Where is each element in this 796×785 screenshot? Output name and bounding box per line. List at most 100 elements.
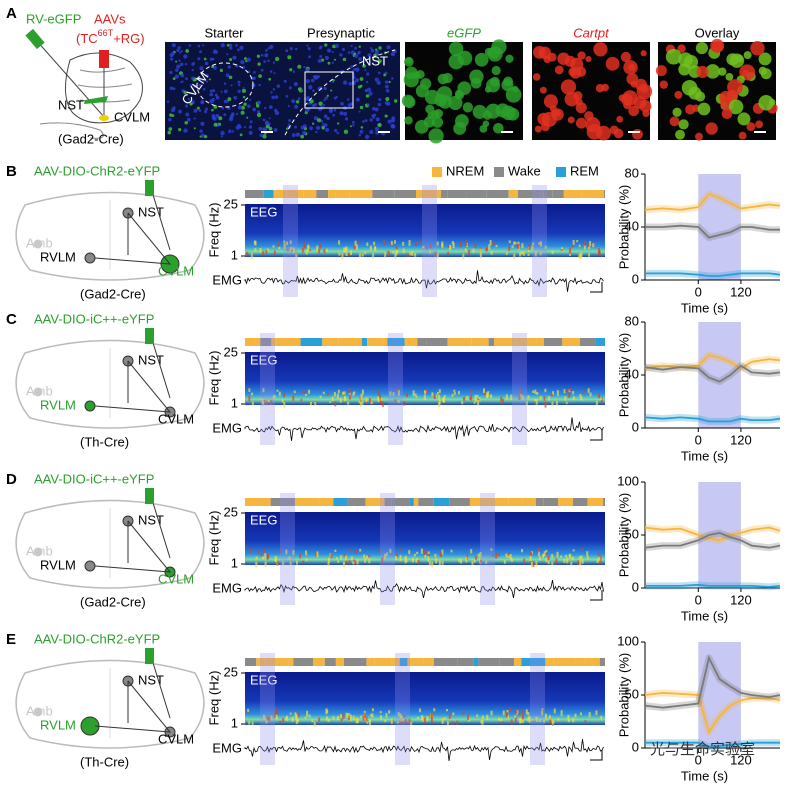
spec-speck — [308, 389, 311, 394]
spec-speck — [282, 718, 285, 722]
cell — [186, 117, 191, 122]
cell — [305, 79, 310, 84]
spec-speck — [349, 716, 352, 721]
spec-speck — [513, 241, 516, 245]
spec-speck — [342, 713, 345, 720]
cell — [204, 110, 208, 114]
cell — [358, 110, 361, 113]
spec-speck — [263, 548, 266, 554]
spec-speck — [534, 250, 537, 257]
spec-speck — [285, 717, 288, 720]
hypno-seg — [382, 338, 388, 346]
series-line — [645, 272, 781, 277]
spec-speck — [384, 252, 387, 258]
hypno-seg — [579, 338, 596, 346]
hypno-seg — [417, 338, 427, 346]
cell — [623, 60, 638, 75]
spec-speck — [265, 250, 268, 254]
spec-speck — [447, 245, 450, 248]
emg-trace — [244, 417, 604, 441]
hypno-seg — [374, 658, 392, 666]
spec-speck — [587, 388, 590, 393]
x-tick-label: 120 — [730, 752, 752, 767]
cell — [181, 80, 184, 83]
hypno-seg — [494, 338, 517, 346]
cell — [287, 105, 290, 108]
cell — [258, 83, 261, 87]
hypno-seg — [585, 658, 600, 666]
spec-speck — [348, 548, 351, 551]
node — [33, 707, 43, 717]
spec-speck — [568, 391, 571, 398]
spec-speck — [273, 250, 276, 255]
hypno-seg — [603, 190, 605, 198]
y-axis-label: Probability (%) — [616, 493, 631, 578]
cell — [470, 77, 482, 89]
spec-speck — [340, 555, 343, 560]
spec-speck — [510, 394, 513, 400]
cell — [300, 125, 305, 130]
spec-speck — [528, 244, 531, 251]
spec-speck — [486, 714, 489, 720]
spec-speck — [305, 552, 308, 556]
cell — [357, 52, 360, 55]
spec-speck — [578, 556, 581, 560]
spec-speck — [595, 401, 598, 406]
spec-speck — [441, 718, 444, 724]
spec-speck — [509, 554, 512, 559]
cell — [197, 57, 201, 61]
cell — [760, 68, 772, 80]
cell — [377, 102, 382, 107]
hypno-seg — [473, 658, 479, 666]
cell — [539, 86, 547, 94]
cell — [355, 97, 360, 102]
spec-speck — [381, 557, 384, 564]
cell — [211, 108, 214, 112]
spec-speck — [343, 247, 346, 253]
spec-speck — [356, 559, 359, 565]
spec-speck — [498, 553, 501, 557]
cell — [696, 65, 709, 78]
spec-speck — [453, 392, 456, 395]
spec-speck — [532, 561, 535, 568]
cell — [339, 53, 343, 57]
cell — [479, 125, 488, 133]
spec-speck — [474, 394, 477, 398]
spec-speck — [356, 718, 359, 723]
cell — [385, 88, 390, 93]
spec-speck — [389, 391, 392, 396]
spec-speck — [438, 394, 441, 401]
series-line — [644, 354, 781, 370]
spec-speck — [374, 246, 377, 252]
spec-speck — [358, 400, 361, 404]
spec-speck — [431, 392, 434, 397]
cell — [678, 119, 689, 130]
cell — [256, 112, 262, 118]
spec-speck — [525, 401, 528, 406]
spec-speck — [299, 553, 302, 559]
spec-speck — [446, 708, 449, 712]
spec-speck — [521, 251, 524, 255]
cell — [211, 114, 216, 118]
brain-section — [15, 499, 205, 589]
spec-speck — [450, 549, 453, 553]
spec-speck — [424, 554, 427, 559]
cell — [462, 102, 473, 113]
cell — [605, 56, 620, 71]
spec-speck — [363, 712, 366, 718]
hypno-seg — [366, 658, 375, 666]
spec-speck — [352, 392, 355, 397]
spec-speck — [550, 393, 553, 397]
spec-speck — [539, 241, 542, 247]
spec-speck — [453, 389, 456, 392]
cell — [321, 126, 325, 130]
spec-speck — [408, 718, 411, 724]
cvlm-region — [99, 115, 109, 121]
spec-speck — [528, 715, 531, 719]
hypno-seg — [372, 190, 395, 198]
cell — [291, 99, 296, 104]
cell — [209, 57, 213, 61]
spec-speck — [416, 716, 419, 719]
cell — [442, 72, 453, 84]
spec-speck — [490, 250, 493, 255]
